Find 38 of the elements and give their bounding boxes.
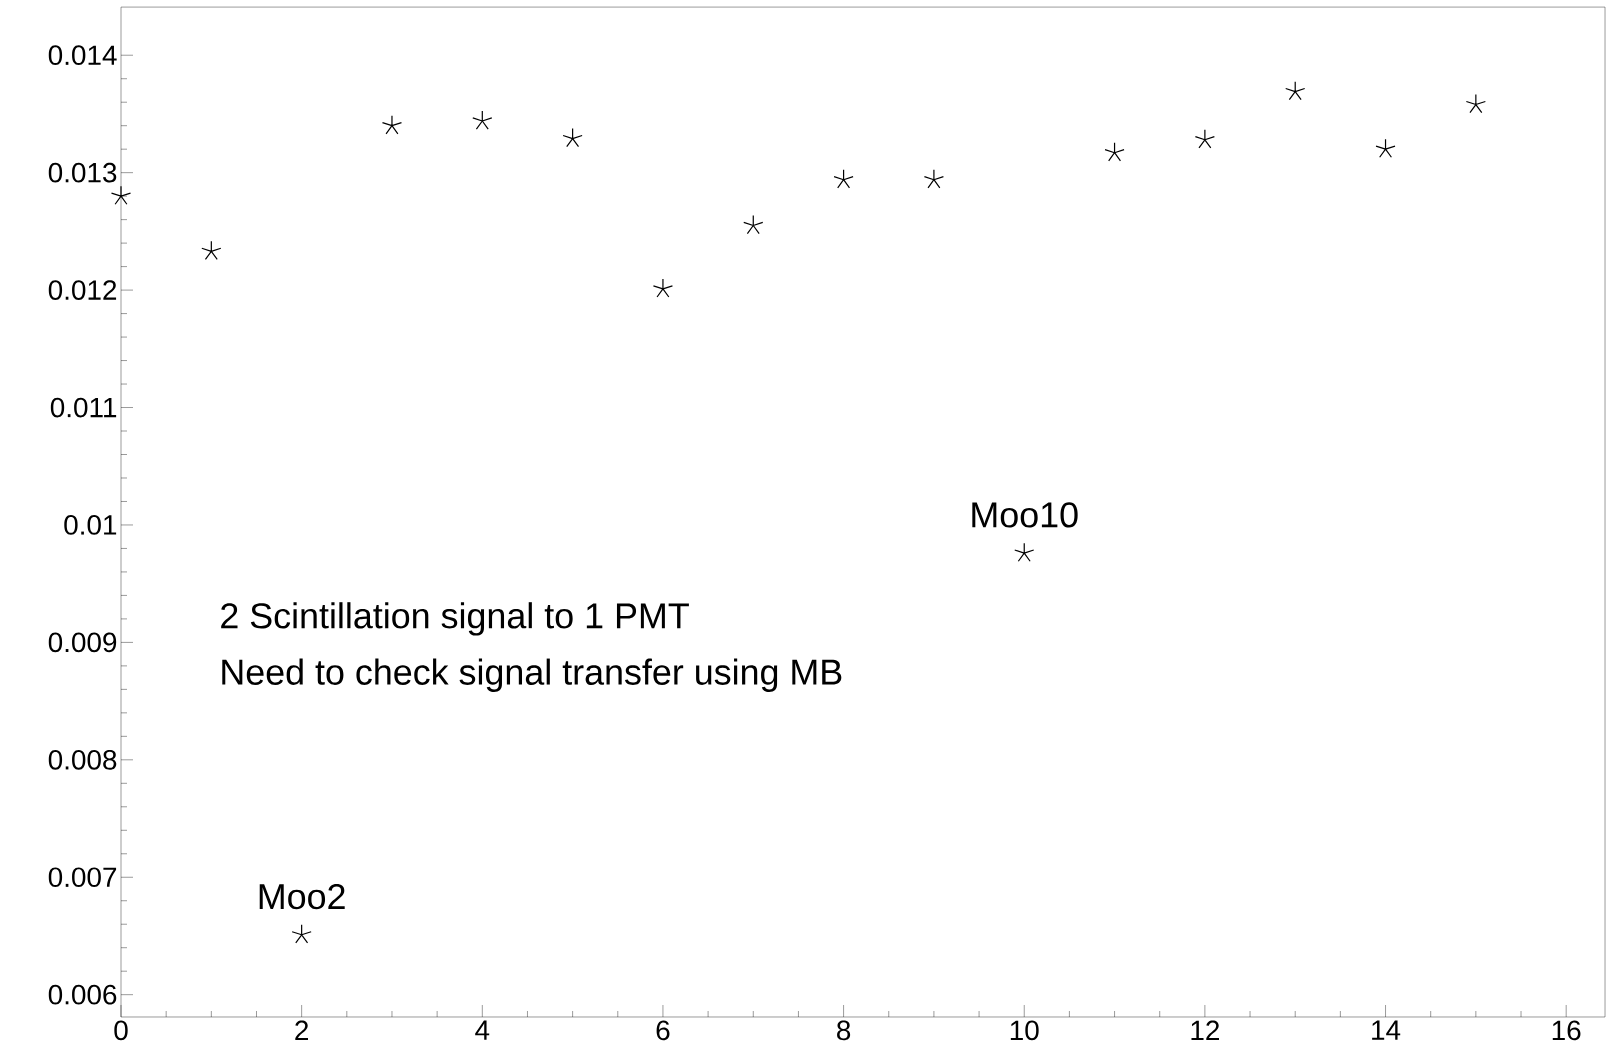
point (1375, 138, 1396, 158)
annotation: 2 Scintillation signal to 1 PMT (221, 602, 689, 636)
point (743, 214, 764, 235)
annotation: Need to check signal transfer using MB (222, 658, 842, 692)
annotation: Moo10 (972, 502, 1078, 528)
point (652, 278, 674, 298)
y-tick-label: 0.01 (64, 515, 117, 535)
y-tick-label: 0.008 (48, 749, 117, 770)
x-tick-label: 12 (1191, 1020, 1219, 1040)
point (1465, 93, 1486, 114)
point (1014, 542, 1035, 562)
y-tick-label: 0.013 (48, 162, 117, 183)
point (381, 115, 403, 135)
point (833, 169, 854, 189)
x-tick-label: 0 (114, 1020, 128, 1041)
y-tick-label: 0.009 (48, 632, 117, 653)
y-tick-label: 0.012 (48, 280, 117, 300)
y-tick-label: 0.011 (50, 397, 117, 418)
point (291, 924, 312, 944)
point (1285, 81, 1306, 101)
x-tick-label: 8 (837, 1020, 851, 1041)
point (562, 128, 583, 148)
point (110, 185, 132, 205)
point (923, 169, 945, 189)
x-tick-label: 2 (295, 1020, 308, 1040)
x-tick-label: 14 (1372, 1020, 1401, 1040)
point (472, 110, 493, 130)
x-tick-label: 4 (475, 1020, 490, 1040)
x-tick-label: 6 (656, 1020, 670, 1041)
y-tick-label: 0.006 (48, 984, 117, 1005)
y-tick-label: 0.014 (48, 45, 117, 66)
annotation: Moo2 (259, 883, 345, 910)
y-tick-label: 0.007 (48, 867, 117, 888)
point (201, 240, 222, 261)
point (1194, 129, 1215, 149)
point (1104, 142, 1125, 162)
x-tick-label: 16 (1552, 1020, 1581, 1041)
x-tick-label: 10 (1010, 1020, 1039, 1041)
